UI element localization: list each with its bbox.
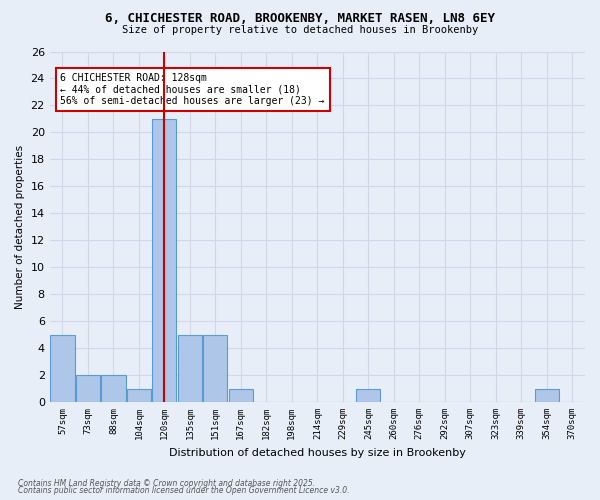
Bar bbox=[229, 388, 253, 402]
Y-axis label: Number of detached properties: Number of detached properties bbox=[15, 144, 25, 309]
X-axis label: Distribution of detached houses by size in Brookenby: Distribution of detached houses by size … bbox=[169, 448, 466, 458]
Text: 6, CHICHESTER ROAD, BROOKENBY, MARKET RASEN, LN8 6EY: 6, CHICHESTER ROAD, BROOKENBY, MARKET RA… bbox=[105, 12, 495, 26]
Text: Contains HM Land Registry data © Crown copyright and database right 2025.: Contains HM Land Registry data © Crown c… bbox=[18, 478, 315, 488]
Bar bbox=[152, 119, 176, 402]
Bar bbox=[101, 375, 125, 402]
Bar bbox=[356, 388, 380, 402]
Bar bbox=[535, 388, 559, 402]
Text: Size of property relative to detached houses in Brookenby: Size of property relative to detached ho… bbox=[122, 25, 478, 35]
Bar bbox=[50, 334, 74, 402]
Bar bbox=[76, 375, 100, 402]
Bar bbox=[127, 388, 151, 402]
Bar bbox=[203, 334, 227, 402]
Bar bbox=[178, 334, 202, 402]
Text: 6 CHICHESTER ROAD: 128sqm
← 44% of detached houses are smaller (18)
56% of semi-: 6 CHICHESTER ROAD: 128sqm ← 44% of detac… bbox=[61, 72, 325, 106]
Text: Contains public sector information licensed under the Open Government Licence v3: Contains public sector information licen… bbox=[18, 486, 349, 495]
